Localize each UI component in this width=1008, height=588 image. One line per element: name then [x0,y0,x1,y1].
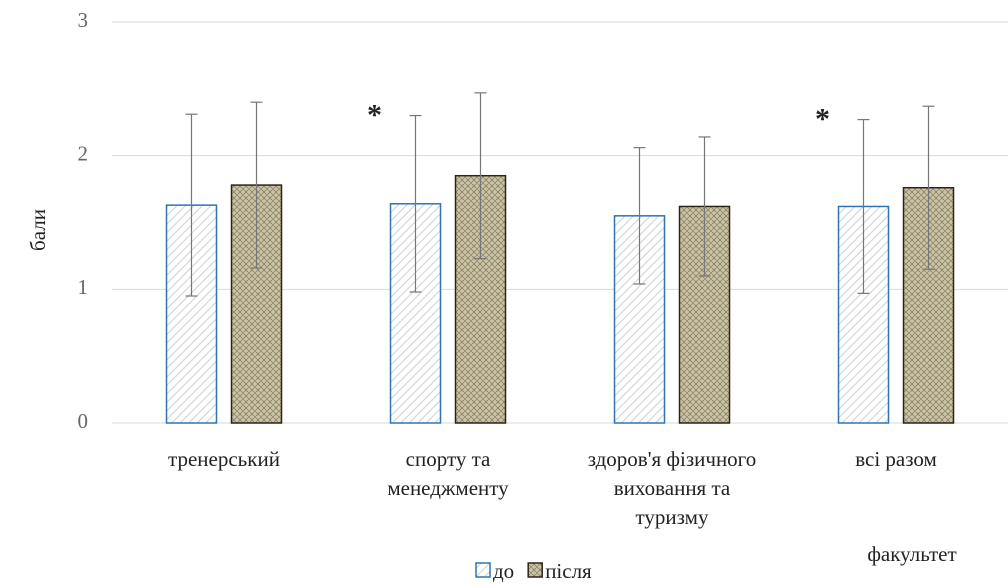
x-tick-label: спорту та менеджменту [387,447,509,500]
y-tick-label: 3 [78,8,89,32]
legend-label: після [545,559,592,583]
x-tick-label: тренерський [168,447,280,471]
y-tick-label: 0 [78,409,89,433]
y-axis-label: бали [26,209,50,251]
x-axis-label: факультет [867,542,956,566]
legend-swatch [475,562,491,578]
y-tick-label: 2 [78,141,89,165]
significance-marker: * [815,102,830,135]
legend-label: до [493,559,514,583]
y-tick-label: 1 [78,275,89,299]
x-tick-label: здоров'я фізичного виховання та туризму [587,447,757,529]
bar [230,184,283,424]
x-tick-label: всі разом [855,447,937,471]
significance-marker: * [367,98,382,131]
legend-swatch [527,562,543,578]
